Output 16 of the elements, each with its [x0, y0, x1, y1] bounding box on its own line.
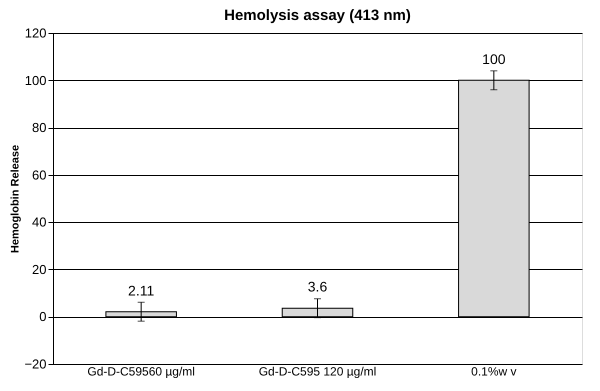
y-tick-label: 40: [32, 214, 46, 230]
chart-title: Hemolysis assay (413 nm): [224, 7, 411, 24]
y-tick-label: 20: [32, 262, 46, 277]
x-tick-label: Gd-D-C595 120 µg/ml: [258, 364, 376, 378]
y-tick-label: 0: [39, 309, 46, 324]
x-tick-label: Gd-D-C59560 µg/ml: [87, 364, 195, 378]
x-tick-label: 0.1%w v: [471, 364, 517, 378]
y-tick-label: 120: [24, 26, 46, 40]
y-tick-label: 60: [32, 167, 46, 182]
y-axis-title: Hemoglobin Release: [9, 144, 22, 254]
data-label: 100: [482, 50, 506, 67]
data-label: 3.6: [308, 278, 328, 295]
y-tick-label: −20: [24, 356, 46, 372]
y-tick-label: 80: [32, 120, 46, 136]
data-label: 2.11: [128, 282, 154, 298]
y-tick-label: 100: [24, 72, 46, 88]
